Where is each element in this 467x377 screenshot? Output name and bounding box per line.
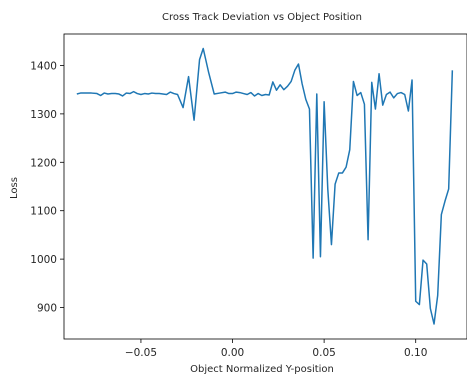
y-tick-label: 900	[37, 303, 57, 315]
y-tick-label: 1100	[30, 206, 57, 218]
y-tick-label: 1400	[30, 60, 57, 72]
plot-area	[63, 33, 467, 340]
axes-frame	[63, 33, 467, 340]
x-tick-label: 0.05	[312, 347, 335, 359]
series-line-0	[76, 47, 454, 325]
x-tick-label: 0.10	[404, 347, 427, 359]
y-tick-label: 1200	[30, 157, 57, 169]
x-tick-label: −0.05	[125, 347, 157, 359]
x-axis-label: Object Normalized Y-position	[190, 364, 334, 375]
x-tick-label: 0.00	[221, 347, 244, 359]
x-axis: −0.05 0.00 0.05 0.10	[125, 339, 427, 359]
y-tick-label: 1300	[30, 109, 57, 121]
chart-title: Cross Track Deviation vs Object Position	[162, 12, 362, 23]
y-tick-label: 1000	[30, 254, 57, 266]
y-axis: 900 1000 1100 1200 1300 1400	[30, 60, 64, 315]
y-axis-label: Loss	[9, 177, 20, 199]
